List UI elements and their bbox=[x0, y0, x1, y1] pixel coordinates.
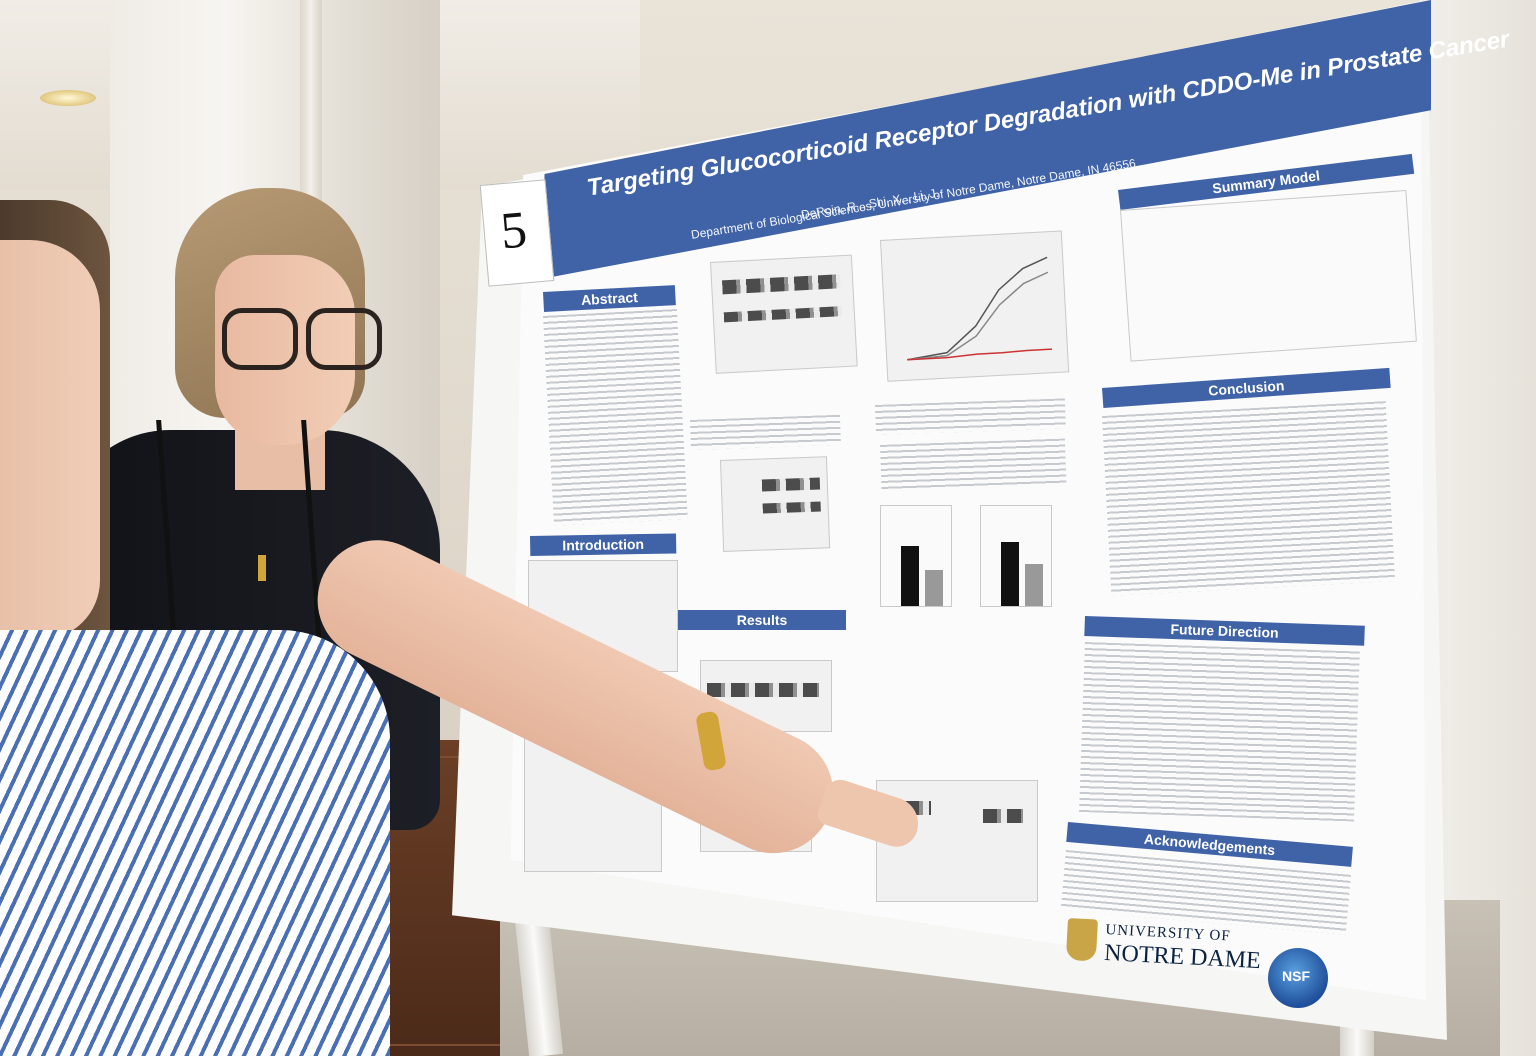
blot-band bbox=[707, 683, 819, 697]
growth-curve-line bbox=[907, 271, 1049, 361]
blot-band bbox=[762, 501, 821, 514]
blot-band bbox=[721, 274, 841, 295]
growth-curve-plot bbox=[907, 256, 1052, 361]
blot-band bbox=[761, 477, 821, 492]
bar-treated bbox=[925, 570, 943, 606]
visitor-face bbox=[0, 240, 100, 640]
future-direction-text bbox=[1079, 642, 1360, 822]
cross-necklace-icon bbox=[258, 555, 266, 581]
nsf-logo: NSF bbox=[1268, 948, 1328, 1008]
nsf-logo-text: NSF bbox=[1282, 968, 1310, 984]
abstract-text bbox=[543, 308, 688, 526]
glasses-lens-left bbox=[222, 308, 298, 370]
blot-band bbox=[983, 809, 1023, 823]
bar-chart-figure-2 bbox=[980, 505, 1052, 607]
poster-number: 5 bbox=[498, 201, 530, 261]
notre-dame-logo: UNIVERSITY OF NOTRE DAME bbox=[1065, 918, 1262, 988]
summary-model-diagram bbox=[1120, 189, 1417, 362]
visitor-striped-shirt bbox=[0, 630, 390, 1056]
blot-band bbox=[723, 306, 843, 323]
poster-number-card: 5 bbox=[479, 179, 555, 287]
western-blot-figure-2 bbox=[720, 456, 831, 552]
eyeglasses-icon bbox=[222, 308, 382, 370]
western-blot-figure-3 bbox=[700, 660, 832, 732]
bar-control bbox=[1001, 542, 1019, 606]
ceiling-light bbox=[40, 90, 96, 106]
bar-control bbox=[901, 546, 919, 606]
section-results: Results bbox=[678, 610, 846, 630]
western-blot-figure-1 bbox=[710, 254, 858, 374]
glasses-lens-right bbox=[306, 308, 382, 370]
logo-notre-dame: NOTRE DAME bbox=[1103, 939, 1262, 975]
notre-dame-shield-icon bbox=[1065, 918, 1098, 962]
section-introduction: Introduction bbox=[530, 533, 677, 556]
bar-treated bbox=[1025, 564, 1043, 606]
figure-caption bbox=[690, 414, 841, 450]
conclusion-text bbox=[1102, 401, 1396, 596]
results-bullets bbox=[880, 438, 1067, 490]
growth-curve-line bbox=[907, 256, 1048, 361]
bar-chart-figure-1 bbox=[880, 505, 952, 607]
growth-curve-figure bbox=[880, 230, 1070, 382]
growth-curve-line bbox=[907, 348, 1052, 361]
